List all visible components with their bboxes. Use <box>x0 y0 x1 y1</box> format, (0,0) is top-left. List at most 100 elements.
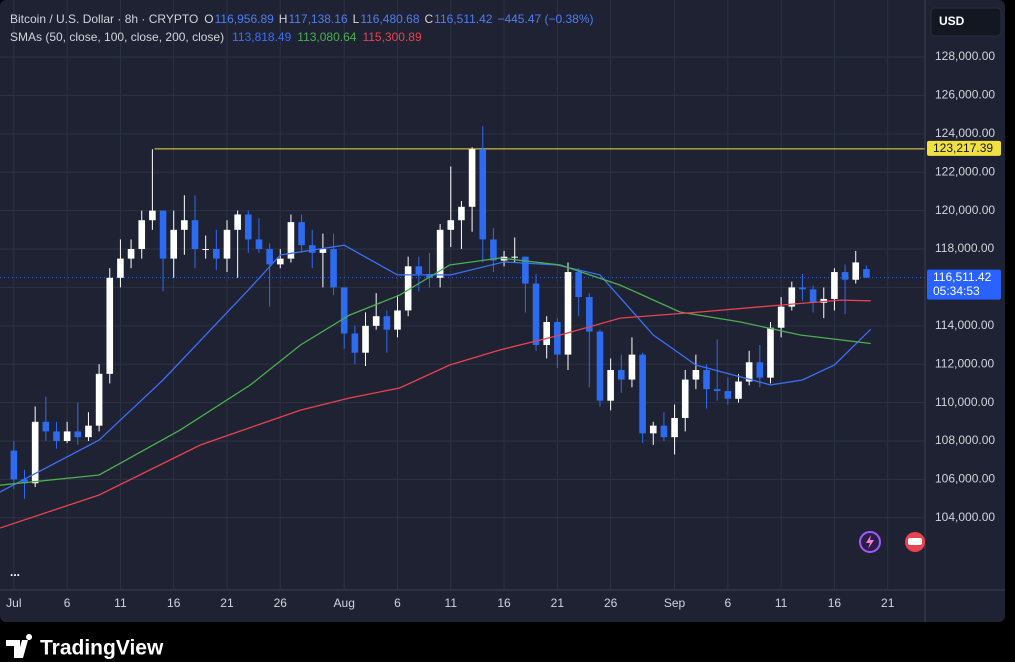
currency-button[interactable] <box>930 7 1002 37</box>
y-tick-label: 114,000.00 <box>935 318 994 332</box>
candle-body <box>223 229 231 259</box>
brand-logo <box>6 634 33 658</box>
candle-body <box>138 220 146 250</box>
candle-body <box>458 206 465 221</box>
y-tick-label: 108,000.00 <box>935 433 995 447</box>
candle-body <box>447 220 455 230</box>
candle-body <box>202 249 209 251</box>
plot <box>0 126 925 529</box>
candle-body <box>852 262 860 280</box>
candle-body <box>170 229 178 259</box>
header-text: H <box>279 12 288 26</box>
x-tick-label: 6 <box>394 596 401 610</box>
x-tick-label: Jul <box>6 596 21 610</box>
candle-body <box>266 249 273 265</box>
candle-body <box>607 369 614 401</box>
candle-body <box>660 425 668 438</box>
candle-body <box>149 210 156 221</box>
candle-body <box>308 245 316 253</box>
header-text: 113,080.64 <box>297 30 356 44</box>
x-tick-label: 26 <box>274 596 288 610</box>
candle-body <box>330 249 337 288</box>
candle-body <box>159 210 167 259</box>
axes: 104,000.00 106,000.00 108,000.00 110,000.00… <box>6 49 1001 610</box>
brand: TradingView <box>40 637 164 660</box>
header-text: C <box>425 12 434 26</box>
candle-body <box>298 222 305 246</box>
candle-body <box>543 321 550 346</box>
candle-body <box>649 425 657 434</box>
candle-body <box>468 149 476 207</box>
candle-body <box>713 389 721 392</box>
x-tick-label: 16 <box>167 596 181 610</box>
candle-body <box>596 331 604 401</box>
x-tick-label: 21 <box>881 596 895 610</box>
candle-body <box>362 325 369 353</box>
header-text: 113,818.49 <box>232 30 291 44</box>
candle-body <box>319 249 327 253</box>
candle-body <box>767 327 774 378</box>
candle-body <box>63 431 71 442</box>
candle-body <box>255 239 263 250</box>
header-text: O <box>204 12 213 26</box>
candle-body <box>191 220 199 250</box>
candle-body <box>53 431 60 442</box>
candle-body <box>287 222 295 259</box>
x-tick-label: 16 <box>828 596 842 610</box>
x-tick-label: 6 <box>725 596 732 610</box>
header-text: Bitcoin / U.S. Dollar · 8h · CRYPTO <box>10 12 198 26</box>
candle-body <box>863 269 870 278</box>
x-tick-label: Sep <box>664 596 686 610</box>
candle-body <box>799 287 806 290</box>
candle-body <box>788 287 796 307</box>
candle-body <box>745 362 753 382</box>
candle-body <box>340 287 348 334</box>
candle-body <box>181 220 188 230</box>
currency[interactable]: USD <box>939 14 965 28</box>
x-tick-label: 11 <box>775 596 788 610</box>
candle-body <box>234 214 241 230</box>
candle-body <box>436 229 444 278</box>
x-tick-label: Aug <box>334 596 355 610</box>
candle-body <box>735 381 742 399</box>
candle-body <box>554 321 561 355</box>
candle-body <box>724 391 732 399</box>
candle-body <box>383 316 391 330</box>
candle-body <box>532 283 540 346</box>
y-tick-label: 112,000.00 <box>935 356 994 370</box>
sma-line <box>0 299 871 529</box>
y-tick-label: 124,000.00 <box>935 126 995 140</box>
candle-body <box>127 249 135 259</box>
price-label-box <box>927 140 1001 156</box>
candle-body <box>617 369 625 380</box>
candle-body <box>106 277 114 374</box>
candle-body <box>117 258 124 278</box>
candle-body <box>490 239 497 261</box>
candle-body <box>74 431 82 438</box>
y-tick-label: 118,000.00 <box>935 241 994 255</box>
x-tick-label: 21 <box>220 596 234 610</box>
grid <box>0 0 925 590</box>
x-tick-label: 11 <box>445 596 458 610</box>
header-text: L <box>353 12 360 26</box>
header-text: −445.47 (−0.38%) <box>497 12 593 26</box>
candle-body <box>681 379 689 418</box>
panel <box>0 0 1005 622</box>
y-tick-label: 122,000.00 <box>935 164 995 178</box>
candle-body <box>42 421 50 432</box>
x-tick-label: 21 <box>551 596 565 610</box>
header-text: 117,138.16 <box>288 12 347 26</box>
more-button[interactable]: ... <box>10 565 20 579</box>
icon <box>908 538 922 545</box>
candle-body <box>404 266 412 311</box>
candle-body <box>522 256 529 284</box>
candle-body <box>351 333 359 353</box>
candle-body <box>479 149 487 240</box>
candle-body <box>21 479 28 484</box>
candle-body <box>213 249 220 259</box>
y-tick-label: 104,000.00 <box>935 510 995 524</box>
sma-line <box>0 257 871 486</box>
header-text: 116,511.42 <box>434 12 493 26</box>
candle-body <box>372 316 380 326</box>
